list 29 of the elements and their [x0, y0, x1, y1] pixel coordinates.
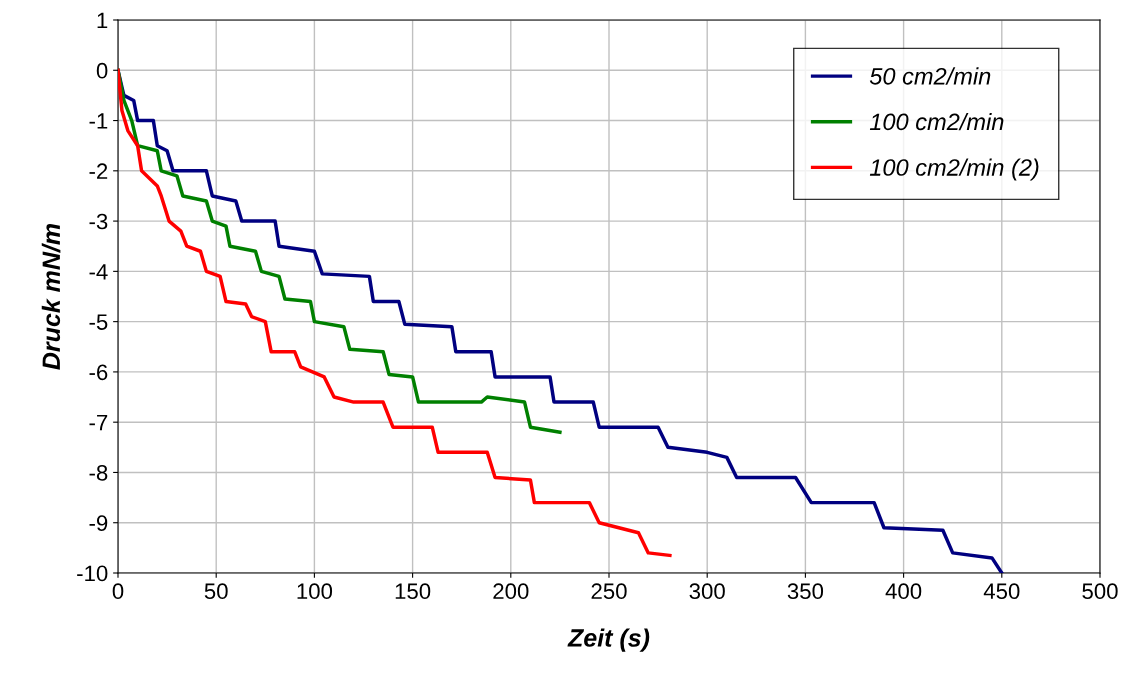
x-tick-label: 150 [395, 583, 431, 600]
y-tick-label: -7 [89, 414, 108, 431]
x-tick-label: 250 [591, 583, 627, 600]
y-tick-label: -10 [77, 565, 108, 582]
y-tick-label: -8 [89, 464, 108, 481]
y-tick-label: -9 [89, 515, 108, 531]
y-tick-label: -2 [89, 163, 108, 179]
x-tick-label: 200 [493, 583, 529, 600]
x-axis-title: Zeit (s) [567, 628, 650, 652]
y-tick-label: -1 [89, 113, 108, 129]
y-tick-label: -3 [89, 213, 108, 230]
x-tick-label: 300 [689, 583, 725, 600]
legend-label: 100 cm2/min [869, 112, 1004, 131]
y-tick-label: 1 [97, 12, 108, 29]
y-axis-title: Druck mN/m [41, 223, 61, 370]
x-tick-label: 400 [885, 583, 922, 600]
y-tick-label: -5 [89, 314, 108, 330]
x-tick-label: 450 [983, 583, 1020, 600]
legend-label: 100 cm2/min (2) [869, 158, 1039, 181]
y-tick-label: -6 [89, 364, 108, 381]
legend-label: 50 cm2/min [869, 67, 991, 85]
line-series [118, 68, 672, 558]
y-tick-label: 0 [96, 62, 108, 79]
y-tick-label: -4 [89, 264, 108, 280]
x-tick-label: 350 [787, 583, 824, 600]
x-tick-label: 500 [1082, 583, 1118, 600]
x-tick-label: 100 [297, 583, 333, 600]
x-tick-label: 50 [204, 583, 228, 600]
x-tick-label: 0 [112, 583, 124, 600]
